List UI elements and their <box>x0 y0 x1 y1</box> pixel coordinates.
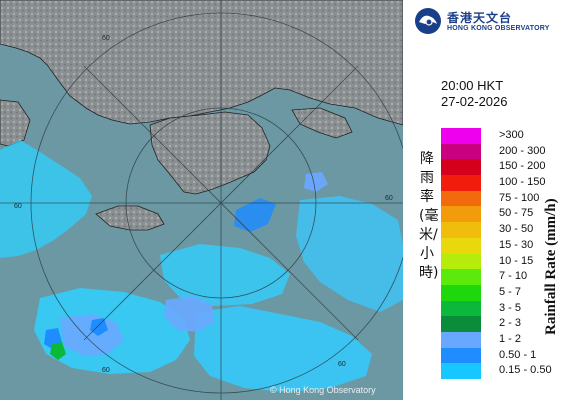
legend-swatch <box>441 206 481 223</box>
legend-label: 150 - 200 <box>499 160 546 173</box>
observation-date: 27-02-2026 <box>441 94 508 109</box>
legend-swatch <box>441 269 481 285</box>
ring-label-top: 60 <box>102 35 110 42</box>
legend-swatch <box>441 175 481 191</box>
observatory-emblem-icon <box>415 8 441 34</box>
ring-label-bottom-left: 60 <box>102 367 110 374</box>
legend-title-chinese: 降雨率(毫米/小時) <box>419 151 439 281</box>
legend-label: 0.15 - 0.50 <box>499 364 552 377</box>
legend-label: 100 - 150 <box>499 176 546 189</box>
legend-label: 7 - 10 <box>499 270 528 283</box>
legend-swatch <box>441 128 481 144</box>
legend-swatch <box>441 331 481 348</box>
copyright-text: © Hong Kong Observatory <box>270 385 376 395</box>
logo-chinese-name: 香港天文台 <box>447 11 513 25</box>
legend-label: 30 - 50 <box>499 223 534 236</box>
ring-label-right: 60 <box>385 195 393 202</box>
legend-swatch <box>441 143 481 160</box>
observation-time: 20:00 HKT <box>441 78 504 93</box>
legend-swatch <box>441 347 481 364</box>
rain-echoes <box>0 140 403 392</box>
legend-label: 200 - 300 <box>499 144 546 157</box>
legend-swatch <box>441 159 481 176</box>
legend-swatch <box>441 222 481 238</box>
logo-english-name: HONG KONG OBSERVATORY <box>447 25 550 32</box>
legend-swatch <box>441 253 481 270</box>
legend-label: 75 - 100 <box>499 191 540 204</box>
legend-swatch <box>441 237 481 254</box>
legend-label: 10 - 15 <box>499 254 534 267</box>
observatory-logo: 香港天文台 HONG KONG OBSERVATORY <box>413 6 573 36</box>
legend-label: 0.50 - 1 <box>499 348 537 361</box>
legend-label: 1 - 2 <box>499 332 522 345</box>
legend-swatch <box>441 190 481 207</box>
legend-swatch <box>441 363 481 379</box>
ring-label-left: 60 <box>14 203 22 210</box>
ring-label-bottom-right: 60 <box>338 361 346 368</box>
legend-title-english: Rainfall Rate (mm/h) <box>543 198 559 335</box>
legend-panel: 香港天文台 HONG KONG OBSERVATORY 20:00 HKT 27… <box>403 0 577 400</box>
legend-swatch <box>441 300 481 317</box>
legend-label: 5 - 7 <box>499 285 522 298</box>
legend-swatch <box>441 316 481 332</box>
radar-map: 60 60 60 60 60 © Hong Kong Observatory <box>0 0 412 400</box>
legend-swatch <box>441 284 481 301</box>
legend-label: 3 - 5 <box>499 301 522 314</box>
legend-label: >300 <box>499 129 524 141</box>
legend-label: 2 - 3 <box>499 317 522 330</box>
legend-label: 50 - 75 <box>499 207 534 220</box>
legend-label: 15 - 30 <box>499 238 534 251</box>
